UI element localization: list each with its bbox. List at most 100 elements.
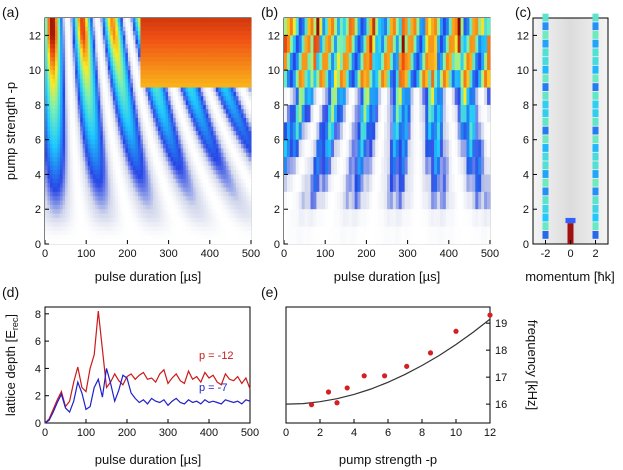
heatmap-cell <box>235 48 239 54</box>
heatmap-cell <box>215 226 219 232</box>
heatmap-cell <box>220 204 224 210</box>
heatmap-cell <box>228 35 232 41</box>
heatmap-cell <box>336 52 341 71</box>
heatmap-cell <box>245 39 249 45</box>
heatmap-cell <box>228 39 232 45</box>
heatmap-cell <box>120 100 124 106</box>
heatmap-cell <box>75 87 79 93</box>
heatmap-cell <box>55 131 58 136</box>
heatmap-cell <box>170 187 174 193</box>
heatmap-cell <box>185 213 189 219</box>
heatmap-cell <box>52 52 56 58</box>
heatmap-cell <box>245 126 249 132</box>
heatmap-cell <box>243 148 247 154</box>
heatmap-cell <box>223 187 227 193</box>
heatmap-cell <box>243 39 247 45</box>
heatmap-cell <box>336 174 341 193</box>
heatmap-cell <box>60 170 63 175</box>
heatmap-cell <box>203 113 207 119</box>
heatmap-cell <box>198 122 202 128</box>
heatmap-cell <box>445 70 450 88</box>
heatmap-cell <box>175 165 179 171</box>
heatmap-cell <box>105 113 109 119</box>
heatmap-cell <box>243 83 247 88</box>
heatmap-cell <box>307 157 311 175</box>
heatmap-cell <box>243 126 247 132</box>
heatmap-cell <box>233 144 237 149</box>
heatmap-cell <box>325 35 329 54</box>
heatmap-cell <box>92 35 96 41</box>
heatmap-cell <box>233 135 237 141</box>
heatmap-cell <box>334 139 338 158</box>
heatmap-cell <box>92 139 96 145</box>
heatmap-cell <box>80 230 84 236</box>
heatmap-cell <box>168 235 172 241</box>
heatmap-cell <box>235 44 239 49</box>
heatmap-cell <box>218 239 222 245</box>
heatmap-cell <box>150 122 154 128</box>
heatmap-cell <box>190 157 194 162</box>
heatmap-cell <box>205 148 209 154</box>
heatmap-cell <box>135 96 139 101</box>
heatmap-cell <box>153 157 156 162</box>
heatmap-cell <box>345 70 350 88</box>
heatmap-cell <box>127 126 131 132</box>
heatmap-cell <box>90 44 94 49</box>
heatmap-cell <box>62 204 66 210</box>
heatmap-cell <box>148 204 151 210</box>
heatmap-cell <box>366 139 370 158</box>
heatmap-cell <box>95 91 99 97</box>
heatmap-cell <box>125 126 129 132</box>
heatmap-cell <box>60 91 63 97</box>
heatmap-cell <box>155 144 159 149</box>
heatmap-cell <box>130 100 134 106</box>
heatmap-cell <box>173 165 177 171</box>
heatmap-cell <box>183 74 187 80</box>
heatmap-cell <box>153 113 156 119</box>
heatmap-cell <box>180 226 184 232</box>
heatmap-cell <box>205 131 209 136</box>
heatmap-cell <box>90 222 94 228</box>
heatmap-cell <box>122 183 126 188</box>
heatmap-cell <box>120 196 124 201</box>
heatmap-cell <box>230 183 234 188</box>
heatmap-cell <box>70 74 74 80</box>
heatmap-cell <box>245 152 249 158</box>
heatmap-cell <box>77 239 81 245</box>
heatmap-cell <box>148 170 151 175</box>
heatmap-cell <box>142 83 146 88</box>
heatmap-cell <box>85 235 89 241</box>
heatmap-cell <box>193 178 197 184</box>
heatmap-cell <box>419 122 423 141</box>
heatmap-cell <box>112 239 116 245</box>
heatmap-cell <box>457 139 461 158</box>
heatmap-cell <box>235 91 239 97</box>
heatmap-cell <box>87 96 91 101</box>
heatmap-cell <box>213 235 217 241</box>
heatmap-cell <box>422 18 426 36</box>
heatmap-cell <box>230 157 234 162</box>
heatmap-cell <box>75 226 79 232</box>
heatmap-cell <box>125 113 129 119</box>
heatmap-cell <box>225 183 229 188</box>
heatmap-cell <box>132 144 136 149</box>
heatmap-cell <box>105 22 109 28</box>
heatmap-cell <box>75 230 79 236</box>
heatmap-cell <box>120 170 124 175</box>
heatmap-cell <box>248 174 252 180</box>
heatmap-cell <box>240 35 244 41</box>
heatmap-cell <box>107 117 111 123</box>
heatmap-cell <box>220 152 224 158</box>
heatmap-cell <box>100 57 104 62</box>
heatmap-cell <box>102 104 106 110</box>
heatmap-cell <box>173 91 177 97</box>
heatmap-cell <box>248 74 252 80</box>
heatmap-cell <box>65 200 69 206</box>
heatmap-cell <box>248 157 252 162</box>
heatmap-cell <box>72 135 76 141</box>
heatmap-cell <box>62 109 66 115</box>
heatmap-cell <box>240 226 244 232</box>
heatmap-cell <box>142 113 146 119</box>
heatmap-cell <box>112 183 116 188</box>
heatmap-cell <box>85 74 89 80</box>
